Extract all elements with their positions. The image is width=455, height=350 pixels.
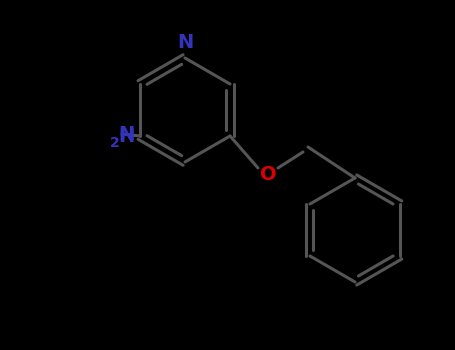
Text: 2: 2 [110,136,120,150]
Text: N: N [177,33,193,52]
Text: O: O [260,166,276,184]
Text: N: N [118,125,134,144]
Text: H: H [119,126,135,146]
